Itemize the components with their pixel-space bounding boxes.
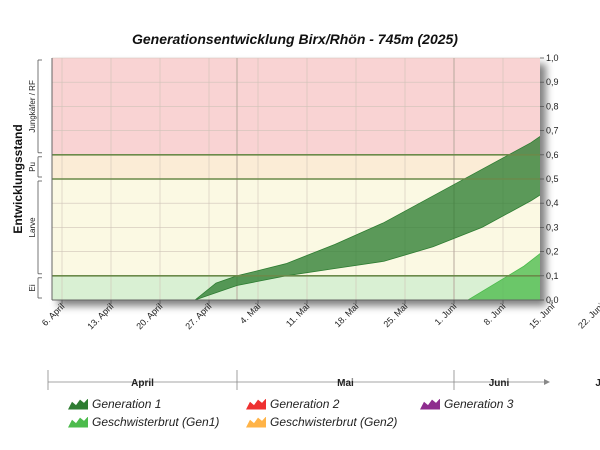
y-tick-label: 0,4 bbox=[546, 198, 559, 208]
stage-lines bbox=[51, 58, 540, 301]
y-tick-label: 0,8 bbox=[546, 101, 559, 111]
y-tick-label: 0,2 bbox=[546, 247, 559, 257]
stage-band bbox=[52, 275, 540, 300]
x-tick-label: 18. Mai bbox=[332, 301, 360, 329]
y-tick-label: 0,6 bbox=[546, 150, 559, 160]
legend-item: Generation 3 bbox=[420, 397, 513, 411]
month-axis: AprilMaiJuniJuliAugustSeptemberOktober bbox=[47, 370, 600, 390]
month-label: Juli bbox=[595, 378, 600, 389]
stage-band bbox=[52, 154, 540, 179]
x-tick-label: 15. Juni bbox=[527, 301, 556, 330]
month-axis-arrow bbox=[544, 379, 550, 385]
y-axis-label: Entwicklungsstand bbox=[11, 124, 25, 233]
stage-label: Larve bbox=[28, 217, 37, 238]
legend-item: Geschwisterbrut (Gen1) bbox=[68, 415, 219, 429]
legend-label: Generation 2 bbox=[270, 397, 340, 411]
legend-swatch bbox=[68, 398, 88, 410]
legend-swatch bbox=[420, 398, 440, 410]
month-label: Juni bbox=[489, 378, 510, 389]
chart-title: Generationsentwicklung Birx/Rhön - 745m … bbox=[132, 31, 458, 47]
x-tick-label: 8. Juni bbox=[482, 301, 508, 327]
x-tick-label: 4. Mai bbox=[238, 301, 262, 325]
stage-label: Pu bbox=[28, 162, 37, 172]
y-tick-label: 0,1 bbox=[546, 271, 559, 281]
series-area bbox=[194, 135, 540, 300]
y-tick-label: 0,9 bbox=[546, 77, 559, 87]
y-tick-label: 0,3 bbox=[546, 222, 559, 232]
stage-labels: Ei Larve Pu Jungkäfer / RF bbox=[28, 59, 42, 299]
x-tick-label: 6. April bbox=[40, 301, 67, 328]
legend-label: Generation 1 bbox=[92, 397, 162, 411]
stage-label: Ei bbox=[28, 284, 37, 291]
month-label: April bbox=[131, 378, 154, 389]
x-tick-label: 22. Juni bbox=[576, 301, 600, 330]
x-tick-label: 25. Mai bbox=[381, 301, 409, 329]
series-areas bbox=[194, 135, 540, 300]
x-tick-label: 1. Juni bbox=[433, 301, 459, 327]
legend-item: Generation 2 bbox=[246, 397, 339, 411]
stage-label: Jungkäfer / RF bbox=[28, 80, 37, 133]
y-tick-label: 0,5 bbox=[546, 174, 559, 184]
y-tick-label: 0,7 bbox=[546, 126, 559, 136]
month-label: Mai bbox=[337, 378, 354, 389]
y-tick-label: 1,0 bbox=[546, 53, 559, 63]
x-tick-label: 27. April bbox=[183, 301, 213, 331]
legend-label: Generation 3 bbox=[444, 397, 514, 411]
y-ticks: 0,00,10,20,30,40,50,60,70,80,91,0 bbox=[540, 53, 559, 305]
x-tick-label: 13. April bbox=[85, 301, 115, 331]
x-ticks: 6. April 13. April 20. April 27. April 4. Ma… bbox=[40, 300, 600, 331]
legend-swatch bbox=[68, 416, 88, 428]
x-tick-label: 20. April bbox=[134, 301, 164, 331]
x-tick-label: 11. Mai bbox=[284, 301, 311, 328]
legend-item: Geschwisterbrut (Gen2) bbox=[246, 415, 397, 429]
legend-item: Generation 1 bbox=[68, 397, 161, 411]
legend-label: Geschwisterbrut (Gen1) bbox=[92, 415, 220, 429]
legend-swatch bbox=[246, 416, 266, 428]
legend-label: Geschwisterbrut (Gen2) bbox=[270, 415, 398, 429]
legend-swatch bbox=[246, 398, 266, 410]
series-area bbox=[467, 253, 540, 300]
